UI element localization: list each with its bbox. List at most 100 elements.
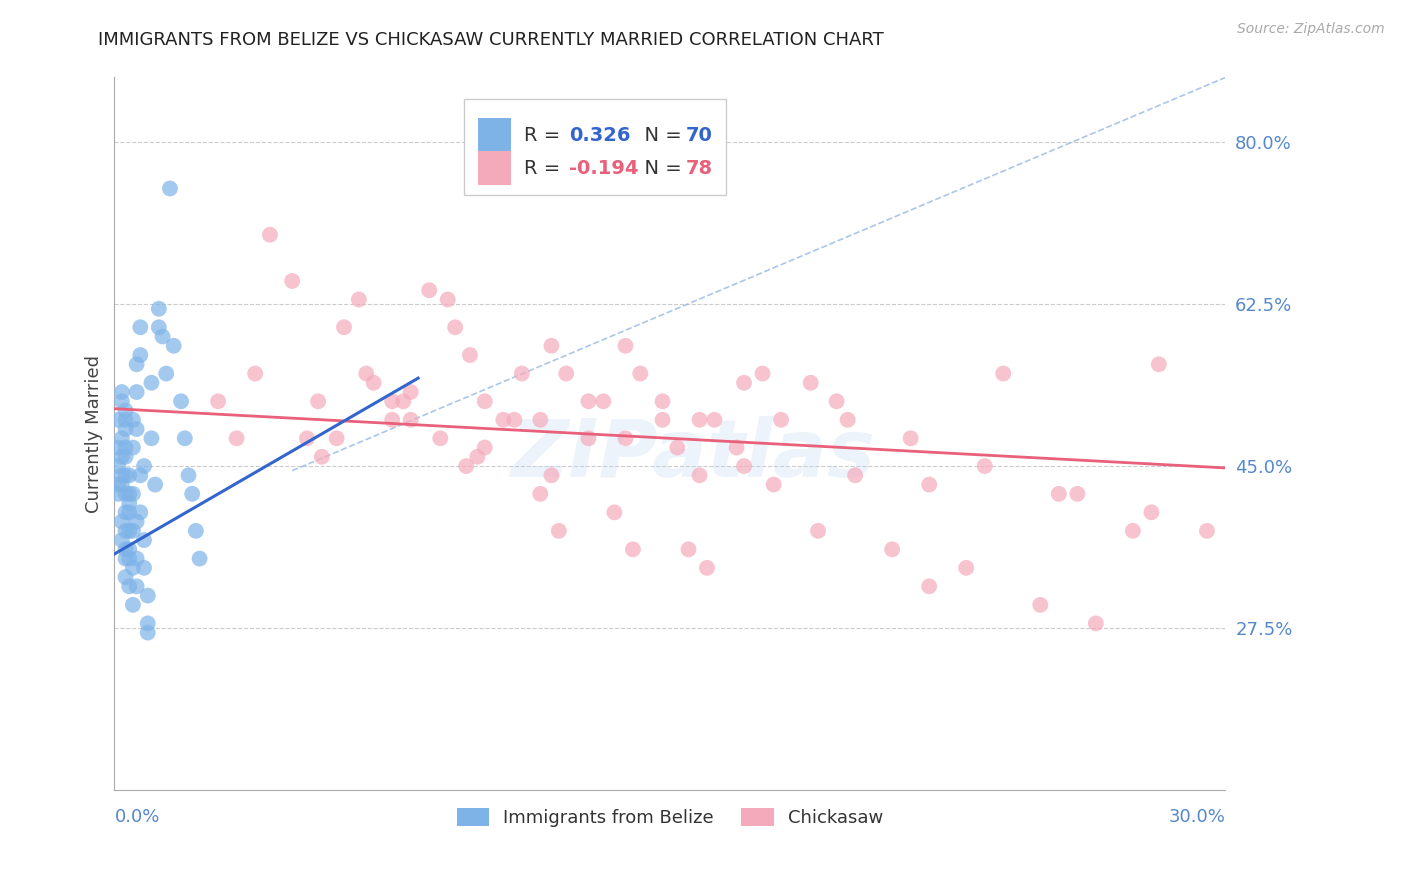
Point xyxy=(392,394,415,409)
Text: IMMIGRANTS FROM BELIZE VS CHICKASAW CURRENTLY MARRIED CORRELATION CHART: IMMIGRANTS FROM BELIZE VS CHICKASAW CURR… xyxy=(98,31,884,49)
Point xyxy=(614,431,637,445)
Point xyxy=(118,505,141,519)
Point xyxy=(918,477,941,491)
Point xyxy=(1047,487,1070,501)
Point xyxy=(703,413,725,427)
Point xyxy=(592,394,614,409)
Point xyxy=(381,413,404,427)
Point xyxy=(107,477,129,491)
Text: R =: R = xyxy=(524,159,567,178)
Point xyxy=(152,329,174,343)
Point xyxy=(770,413,793,427)
Point xyxy=(125,515,148,529)
Point xyxy=(628,367,651,381)
Point xyxy=(399,413,422,427)
Point xyxy=(1122,524,1144,538)
Point xyxy=(125,422,148,436)
Point xyxy=(129,320,152,334)
Point xyxy=(118,551,141,566)
Point xyxy=(107,413,129,427)
Point xyxy=(1140,505,1163,519)
Point xyxy=(295,431,318,445)
Point xyxy=(510,367,533,381)
Point xyxy=(444,320,467,334)
Point xyxy=(114,422,136,436)
Point xyxy=(114,524,136,538)
Point xyxy=(184,524,207,538)
Point xyxy=(1029,598,1052,612)
Point xyxy=(111,477,134,491)
Point xyxy=(122,561,145,575)
Point xyxy=(456,458,478,473)
Point xyxy=(993,367,1015,381)
Point xyxy=(129,348,152,362)
Point xyxy=(325,431,347,445)
Point xyxy=(529,413,551,427)
Point xyxy=(540,468,562,483)
Point xyxy=(955,561,977,575)
Point xyxy=(311,450,333,464)
Point xyxy=(125,579,148,593)
Point xyxy=(678,542,700,557)
Point xyxy=(281,274,304,288)
Point xyxy=(118,542,141,557)
Point xyxy=(751,367,773,381)
Point xyxy=(114,487,136,501)
Point xyxy=(118,468,141,483)
Point xyxy=(547,524,569,538)
Text: N =: N = xyxy=(633,159,688,178)
FancyBboxPatch shape xyxy=(478,151,510,186)
Point xyxy=(132,561,155,575)
Point xyxy=(837,413,859,427)
Point xyxy=(259,227,281,242)
Point xyxy=(107,441,129,455)
Point xyxy=(111,515,134,529)
Point xyxy=(381,394,404,409)
Point xyxy=(136,589,159,603)
Point xyxy=(621,542,644,557)
Point xyxy=(1066,487,1088,501)
Point xyxy=(399,385,422,400)
Point xyxy=(111,385,134,400)
Point xyxy=(114,542,136,557)
Point xyxy=(107,487,129,501)
Text: 78: 78 xyxy=(686,159,713,178)
Point xyxy=(125,551,148,566)
Point xyxy=(418,283,440,297)
Point xyxy=(114,441,136,455)
Point xyxy=(651,394,673,409)
Point xyxy=(1195,524,1218,538)
Point xyxy=(243,367,266,381)
Point xyxy=(467,450,489,464)
Point xyxy=(333,320,356,334)
Point xyxy=(225,431,247,445)
Point xyxy=(733,458,755,473)
Point xyxy=(141,431,163,445)
Text: 0.326: 0.326 xyxy=(569,126,630,145)
Text: 0.0%: 0.0% xyxy=(114,808,160,826)
Point xyxy=(122,598,145,612)
Point xyxy=(122,524,145,538)
Text: Source: ZipAtlas.com: Source: ZipAtlas.com xyxy=(1237,22,1385,37)
Point xyxy=(973,458,995,473)
Point xyxy=(111,394,134,409)
Point xyxy=(666,441,689,455)
Point xyxy=(177,468,200,483)
Point xyxy=(436,293,458,307)
Point xyxy=(503,413,526,427)
Point xyxy=(689,468,711,483)
Point xyxy=(107,458,129,473)
Point xyxy=(603,505,626,519)
Point xyxy=(762,477,785,491)
Point xyxy=(125,357,148,371)
Point xyxy=(578,394,600,409)
Point xyxy=(122,413,145,427)
Point xyxy=(132,533,155,547)
Point xyxy=(1147,357,1170,371)
Point xyxy=(118,487,141,501)
Point xyxy=(148,320,170,334)
Point xyxy=(136,616,159,631)
Point xyxy=(529,487,551,501)
FancyBboxPatch shape xyxy=(464,99,725,195)
Point xyxy=(900,431,922,445)
